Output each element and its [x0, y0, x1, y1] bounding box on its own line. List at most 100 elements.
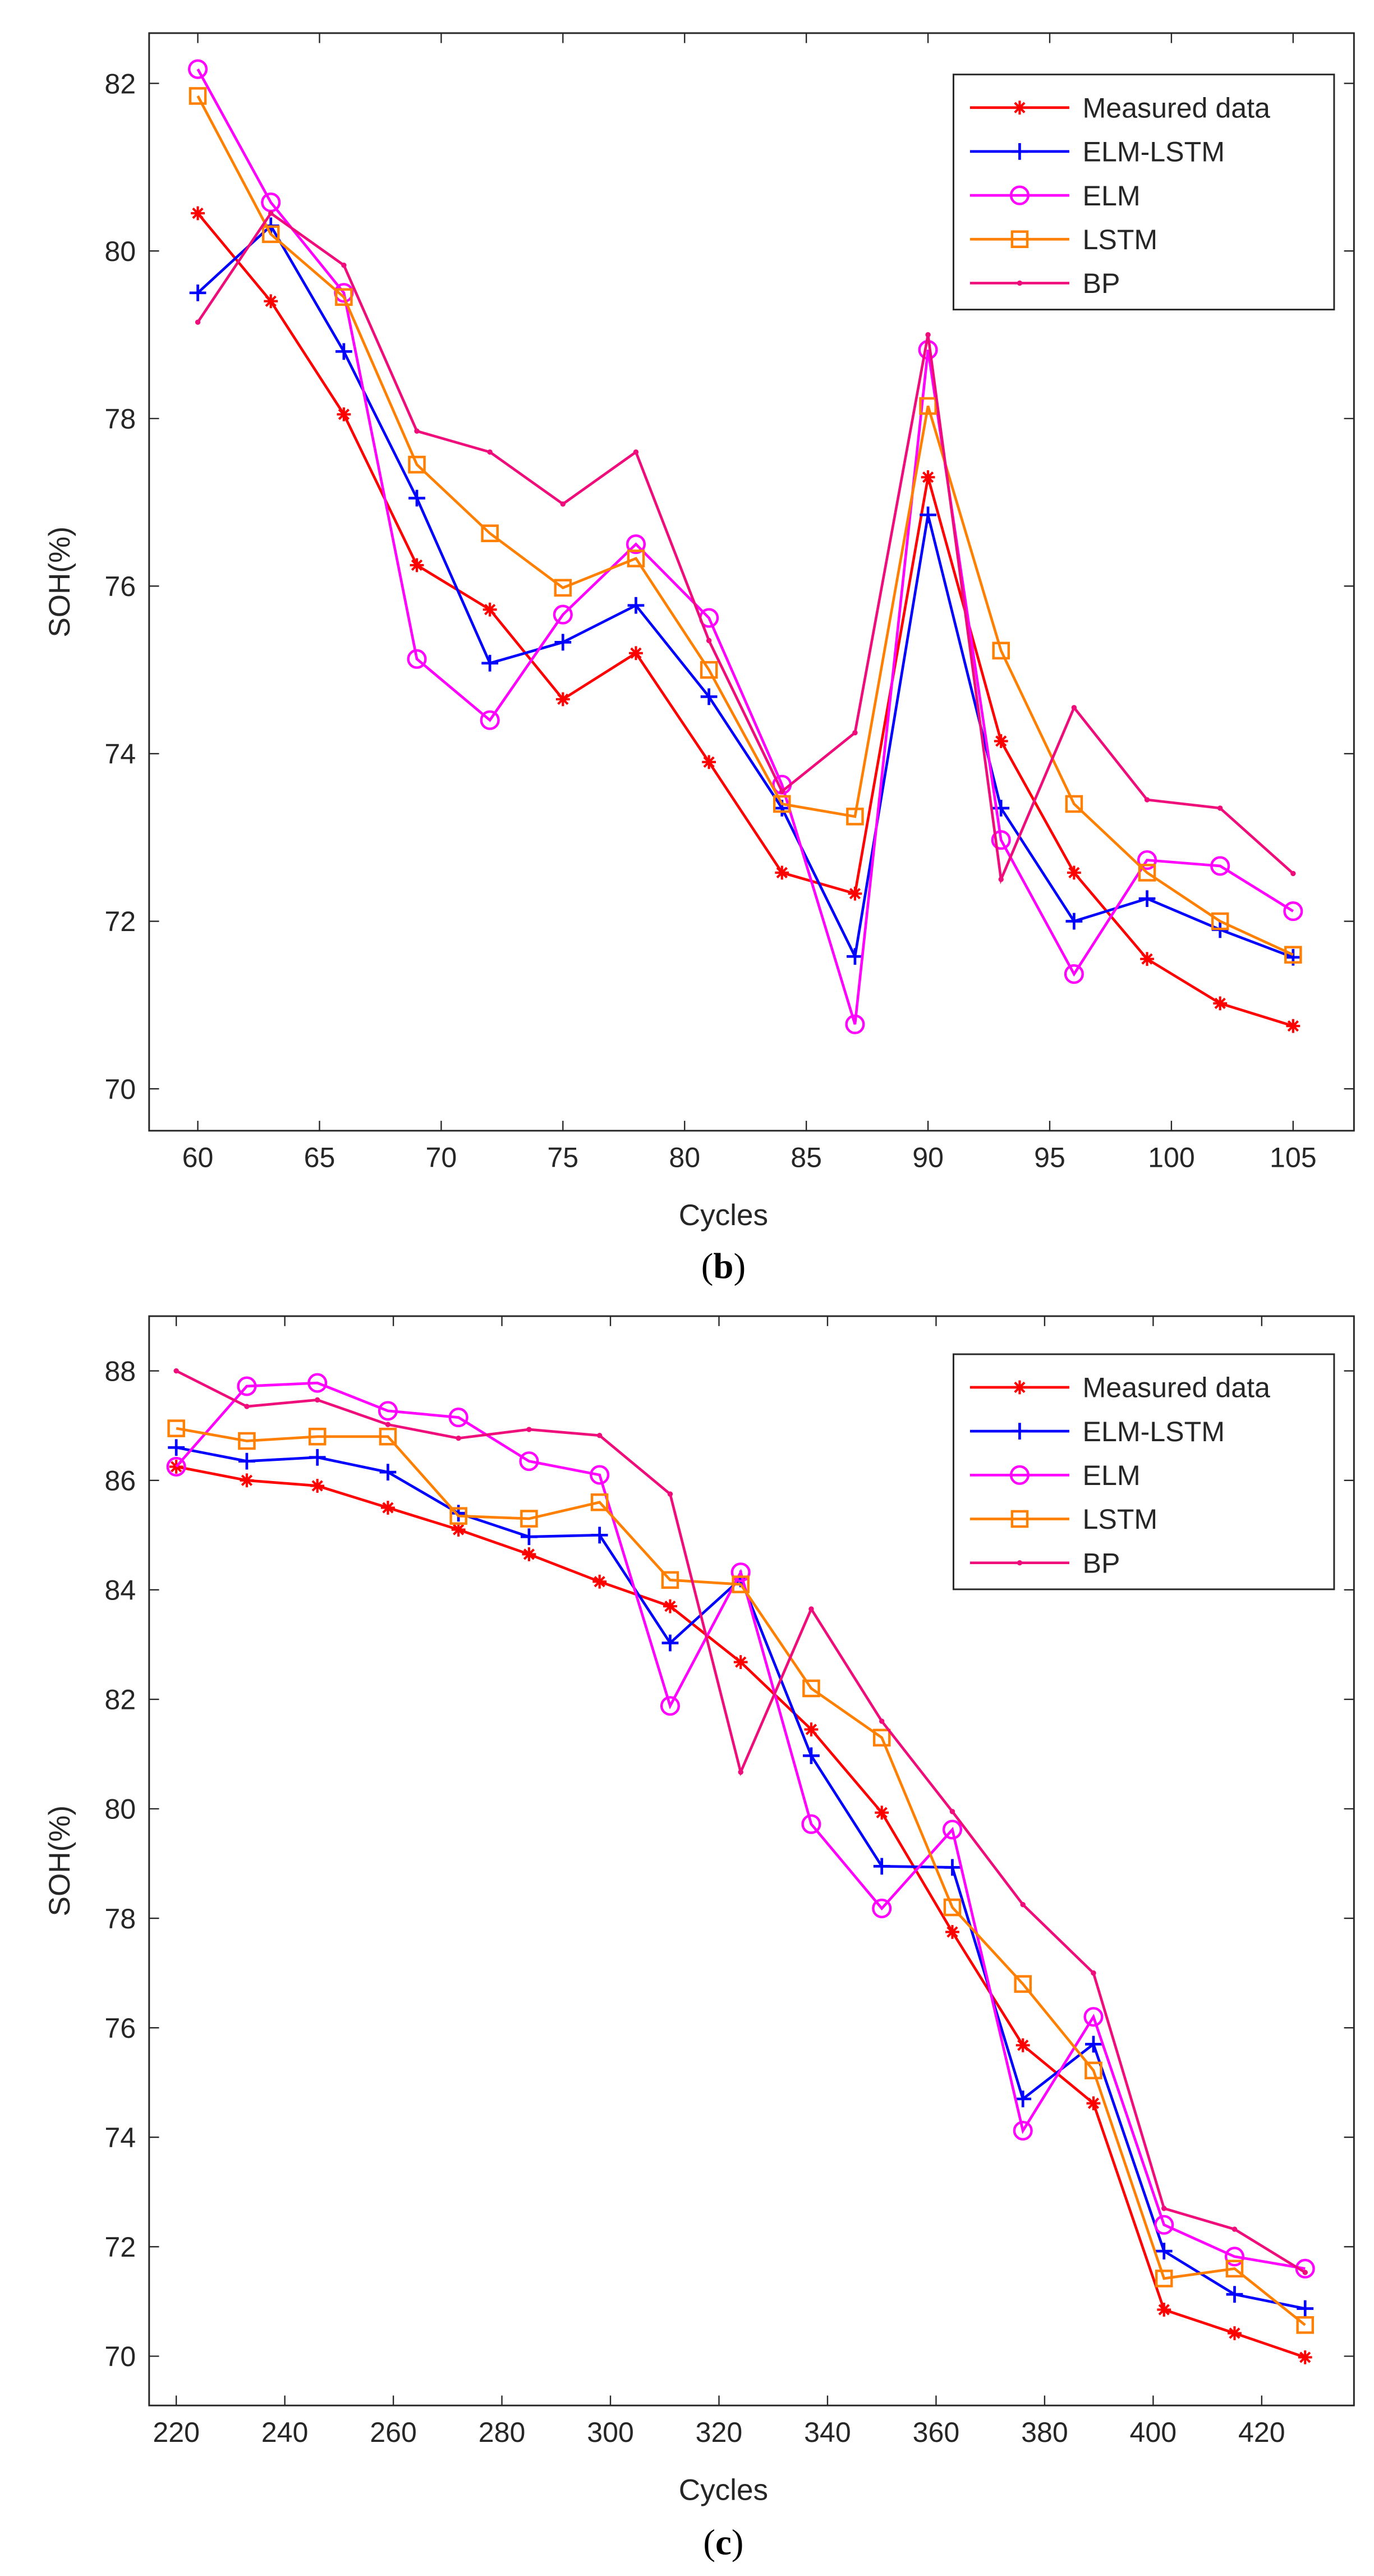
- marker-shape: [802, 1679, 820, 1698]
- circle-marker: [1283, 901, 1303, 922]
- square-marker: [1211, 912, 1229, 931]
- marker-shape: [554, 579, 572, 597]
- y-tick-label: 72: [104, 906, 136, 937]
- legend-label: ELM-LSTM: [1083, 136, 1225, 168]
- circle-marker: [660, 1696, 680, 1716]
- marker-stroke: [453, 1524, 465, 1535]
- marker-shape: [188, 59, 208, 79]
- square-marker: [872, 1729, 891, 1747]
- plus-marker: [1297, 2300, 1314, 2317]
- dot-marker: [779, 789, 785, 794]
- marker-shape: [942, 1819, 963, 1840]
- square-marker: [520, 1510, 538, 1528]
- plus-marker: [700, 688, 718, 705]
- circle-marker: [872, 1898, 892, 1919]
- marker-shape: [1017, 280, 1023, 286]
- y-tick-label: 70: [104, 1074, 136, 1105]
- marker-stroke: [1141, 953, 1153, 965]
- plus-marker: [481, 654, 499, 672]
- circle-marker: [378, 1401, 398, 1421]
- dot-marker: [1017, 280, 1023, 286]
- legend-label: LSTM: [1083, 224, 1158, 255]
- y-tick-label: 82: [104, 68, 136, 99]
- square-marker: [1010, 1510, 1029, 1528]
- series-line: [175, 1381, 1306, 2270]
- square-marker: [379, 1427, 397, 1446]
- circle-marker: [448, 1408, 468, 1428]
- marker-stroke: [946, 1926, 958, 1938]
- circle-marker: [801, 1814, 821, 1834]
- marker-stroke: [1014, 102, 1026, 113]
- circle-marker: [519, 1451, 539, 1472]
- plus-marker: [238, 1452, 255, 1470]
- legend-label: Measured data: [1083, 92, 1271, 123]
- x-tick-label: 300: [587, 2417, 634, 2448]
- plus-marker: [408, 489, 425, 507]
- marker-shape: [700, 661, 718, 679]
- marker-shape: [801, 1814, 821, 1834]
- series-bp: [173, 1368, 1308, 2275]
- asterisk-marker: [629, 646, 643, 661]
- dot-marker: [560, 501, 566, 507]
- y-tick-label: 88: [104, 1355, 136, 1387]
- marker-stroke: [776, 867, 788, 879]
- marker-shape: [1225, 2259, 1244, 2278]
- dot-marker: [1161, 2206, 1167, 2211]
- marker-shape: [1231, 2226, 1238, 2232]
- marker-shape: [173, 1368, 179, 1374]
- marker-stroke: [311, 1480, 323, 1492]
- circle-marker: [166, 1456, 186, 1477]
- marker-shape: [627, 549, 645, 567]
- chart-panel-b: 60 65 70 75 80 85 90 95 100 105 70 72 74 76 78 80 82 Cycl…: [43, 32, 1355, 1286]
- marker-shape: [195, 319, 201, 325]
- y-tick-label: 80: [104, 1794, 136, 1825]
- x-tick-label: 65: [304, 1142, 336, 1174]
- marker-stroke: [338, 409, 350, 420]
- caption-paren: ): [732, 2523, 744, 2563]
- asterisk-marker: [921, 470, 935, 484]
- square-marker: [167, 1419, 185, 1437]
- marker-shape: [846, 808, 864, 826]
- x-axis-label: Cycles: [679, 1199, 768, 1232]
- dot-marker: [998, 877, 1004, 882]
- marker-shape: [1020, 1901, 1026, 1908]
- circle-marker: [553, 604, 573, 625]
- marker-shape: [852, 730, 858, 736]
- marker-shape: [237, 1376, 257, 1396]
- x-tick-label: 90: [912, 1142, 944, 1174]
- marker-shape: [590, 1465, 610, 1485]
- marker-shape: [992, 641, 1010, 660]
- marker-stroke: [1158, 2304, 1170, 2316]
- dot-marker: [1144, 797, 1150, 803]
- marker-stroke: [1087, 2097, 1100, 2109]
- dot-marker: [1020, 1901, 1026, 1908]
- x-tick-label: 420: [1238, 2417, 1285, 2448]
- circle-marker: [1064, 964, 1084, 984]
- marker-stroke: [1017, 2039, 1029, 2051]
- asterisk-marker: [1140, 952, 1154, 966]
- dot-marker: [414, 428, 420, 434]
- square-marker: [1014, 1975, 1032, 1993]
- legend-label: ELM-LSTM: [1083, 1416, 1225, 1447]
- marker-shape: [706, 638, 712, 644]
- marker-shape: [1217, 805, 1223, 811]
- x-tick-label: 320: [696, 2417, 743, 2448]
- asterisk-marker: [264, 294, 278, 309]
- asterisk-marker: [191, 206, 205, 221]
- circle-marker: [237, 1376, 257, 1396]
- legend-label: BP: [1083, 1547, 1120, 1579]
- plus-marker: [379, 1464, 397, 1480]
- marker-shape: [378, 1401, 398, 1421]
- asterisk-marker: [1015, 2038, 1030, 2052]
- marker-shape: [519, 1451, 539, 1472]
- circle-marker: [730, 1562, 751, 1583]
- legend-item: Measured data: [969, 92, 1271, 123]
- dot-marker: [195, 319, 201, 325]
- x-tick-label: 240: [261, 2417, 309, 2448]
- square-marker: [992, 641, 1010, 660]
- marker-stroke: [241, 1474, 253, 1486]
- marker-shape: [1010, 1510, 1029, 1528]
- marker-stroke: [703, 756, 715, 768]
- marker-shape: [998, 877, 1004, 882]
